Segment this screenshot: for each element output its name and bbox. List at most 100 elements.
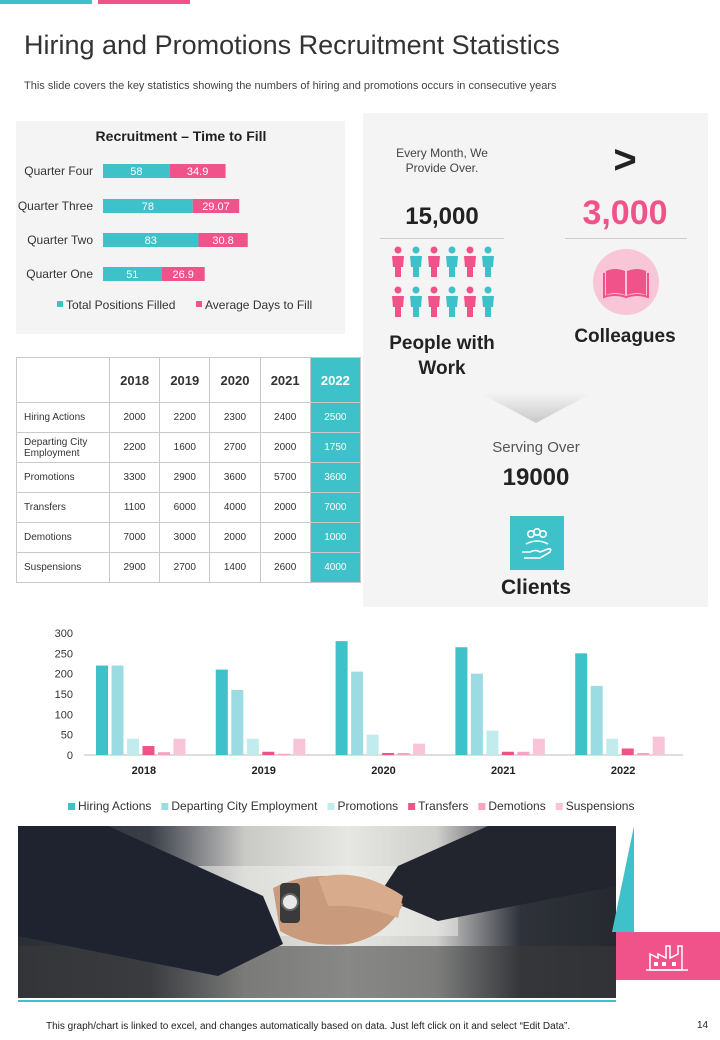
row-label: Hiring Actions	[16, 402, 110, 433]
column-bar	[637, 752, 650, 755]
x-tick-label: 2022	[611, 765, 635, 777]
legend-swatch	[555, 803, 563, 810]
column-bar	[231, 689, 244, 755]
table-row: Transfers 1100 6000 4000 2000 7000	[16, 492, 362, 523]
column-bar	[621, 748, 634, 755]
column-bar	[455, 647, 468, 755]
table-cell: 1400	[209, 552, 261, 583]
legend-label: Departing City Employment	[171, 799, 318, 813]
accent-bar-pink	[98, 0, 190, 4]
column-bar	[486, 730, 499, 755]
column-bar	[215, 669, 228, 755]
table-cell: 3300	[108, 462, 161, 493]
year-header-highlight: 2022	[309, 357, 362, 403]
table-cell: 3600	[309, 462, 362, 493]
y-tick-label: 150	[55, 689, 73, 701]
person-icon	[446, 296, 458, 317]
table-cell: 4000	[309, 552, 362, 583]
time-to-fill-chart[interactable]: Recruitment – Time to Fill Quarter Four 58…	[16, 121, 345, 334]
legend-label: Demotions	[488, 799, 545, 813]
year-header: 2021	[259, 357, 311, 403]
person-icon	[448, 286, 456, 294]
table-cell: 2700	[159, 552, 211, 583]
column-bar	[142, 746, 155, 755]
column-bar	[158, 752, 170, 755]
person-icon	[446, 256, 458, 277]
table-cell: 7000	[309, 492, 362, 523]
y-tick-label: 200	[55, 669, 73, 681]
legend-swatch	[57, 301, 63, 307]
table-cell: 3000	[159, 522, 211, 553]
column-bar	[277, 753, 290, 755]
table-row: Demotions 7000 3000 2000 2000 1000	[16, 522, 362, 553]
legend-label: Suspensions	[566, 799, 635, 813]
bar-value-label: 51	[126, 269, 138, 281]
column-bar	[173, 738, 186, 755]
table-cell: 2300	[209, 402, 261, 433]
yearly-statistics-chart[interactable]: 300 250 200 150 100 50 0 2018 2019 2020 2021 2022 Hi…	[16, 620, 706, 825]
legend-swatch	[196, 301, 202, 307]
person-icon	[464, 296, 476, 317]
bar-value-label: 58	[130, 166, 142, 178]
table-row: Departing City Employment 2200 1600 2700 200…	[16, 432, 362, 463]
hand-holding-people-icon	[522, 528, 552, 559]
column-bar	[652, 736, 665, 755]
person-icon	[448, 246, 456, 254]
column-bar	[532, 738, 545, 755]
table-cell: 1000	[309, 522, 362, 553]
legend-label: Promotions	[337, 799, 398, 813]
column-bar	[335, 641, 348, 755]
person-icon	[410, 296, 422, 317]
time-to-fill-chart-panel: Recruitment – Time to Fill Quarter Four 58…	[16, 121, 345, 334]
handshake-photo	[18, 826, 616, 998]
column-bar	[351, 671, 364, 755]
table-cell: 2400	[259, 402, 311, 433]
clients-label: Clients	[500, 576, 571, 599]
colleagues-count: 3,000	[582, 194, 668, 232]
factory-icon	[646, 945, 688, 971]
table-cell: 7000	[108, 522, 161, 553]
bar-value-label: 78	[142, 201, 154, 213]
person-icon	[466, 286, 474, 294]
y-tick-label: 250	[55, 648, 73, 660]
legend-swatch	[327, 803, 335, 810]
table-cell: 1600	[159, 432, 211, 463]
table-cell: 5700	[259, 462, 311, 493]
person-icon	[394, 286, 402, 294]
table-cell: 1750	[309, 432, 362, 463]
bottom-rule	[18, 1000, 616, 1002]
person-icon	[482, 256, 494, 277]
book-icon-circle	[593, 249, 659, 315]
colleagues-label: Colleagues	[574, 326, 676, 347]
person-icon	[410, 256, 422, 277]
person-icon	[466, 246, 474, 254]
table-cell: 4000	[209, 492, 261, 523]
table-cell: 2000	[259, 492, 311, 523]
row-label: Departing City Employment	[16, 432, 110, 463]
y-tick-label: 100	[55, 709, 73, 721]
person-icon	[430, 286, 438, 294]
person-icon	[464, 256, 476, 277]
row-label: Suspensions	[16, 552, 110, 583]
bar-value-label: 34.9	[187, 166, 208, 178]
bar-positions-filled	[103, 233, 199, 247]
table-cell: 2000	[108, 402, 161, 433]
bar-average-days	[192, 199, 240, 213]
people-label: People with Work	[389, 333, 495, 379]
category-label: Quarter Four	[24, 164, 93, 178]
bar-value-label: 83	[145, 235, 157, 247]
x-tick-label: 2018	[132, 765, 156, 777]
person-icon	[392, 256, 404, 277]
legend-label: Total Positions Filled	[66, 298, 175, 312]
column-bar	[262, 751, 275, 755]
table-cell: 2600	[259, 552, 311, 583]
category-label: Quarter Three	[18, 199, 93, 213]
handshake-illustration	[18, 826, 616, 998]
table-cell: 2200	[159, 402, 211, 433]
column-bar	[96, 665, 108, 755]
chevron-divider	[480, 393, 592, 423]
page-number: 14	[697, 1020, 709, 1031]
clients-count: 19000	[502, 464, 570, 491]
column-bar	[501, 751, 514, 755]
table-corner	[16, 357, 110, 403]
